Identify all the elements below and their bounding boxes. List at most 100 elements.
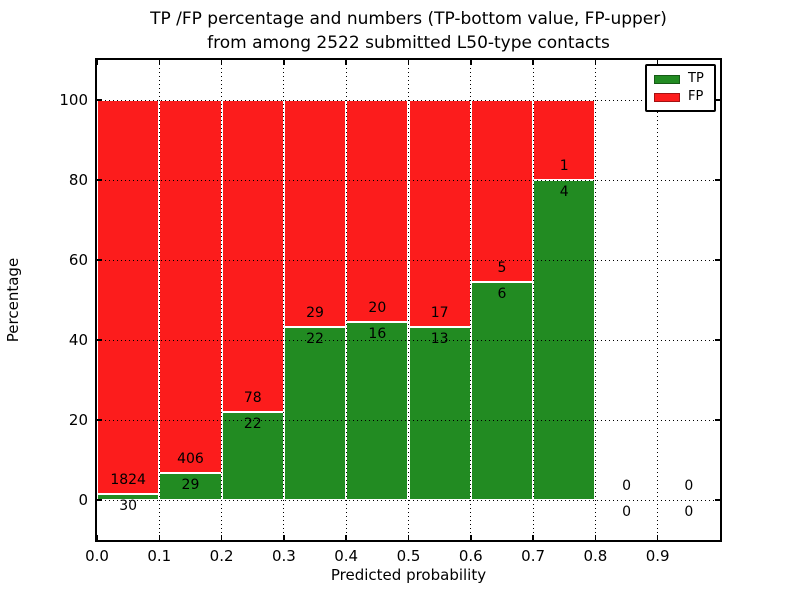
bar-count-label-tp: 22 [243, 416, 262, 432]
gridline-vertical [283, 60, 285, 540]
x-tick-bottom [470, 535, 472, 540]
bar-segment-tp [283, 327, 347, 500]
bar-count-label-fp: 78 [243, 390, 262, 406]
bar-segment-fp [533, 100, 596, 180]
bar-segment-fp [283, 100, 347, 328]
y-tick-left [97, 259, 102, 261]
gridline-vertical [345, 60, 347, 540]
bar-segment-fp [159, 100, 222, 474]
x-tick-bottom [158, 535, 161, 540]
bar-count-label-tp: 6 [497, 285, 507, 302]
bar-segment-tp [159, 473, 222, 500]
bar-segment-fp [346, 100, 409, 323]
legend: TP FP [645, 64, 716, 112]
y-tick-right [715, 99, 720, 101]
x-tick-bottom [345, 535, 347, 540]
x-tick-label: 0.6 [458, 547, 483, 565]
x-tick-label: 0.4 [334, 547, 359, 565]
bar-segment-tp [97, 493, 160, 500]
x-tick-top [345, 60, 347, 65]
x-tick-label: 0.2 [209, 547, 234, 565]
bar-count-label-tp: 16 [368, 326, 387, 343]
y-tick-right [715, 499, 720, 501]
x-tick-bottom [220, 535, 223, 540]
x-tick-label: 0.8 [583, 547, 608, 565]
legend-swatch-tp-icon [654, 74, 680, 84]
y-tick-left [97, 339, 102, 341]
bar-count-label-fp: 20 [368, 300, 387, 317]
bar-count-label-tp: 30 [119, 497, 138, 514]
x-tick-bottom [283, 535, 285, 540]
legend-label-fp: FP [688, 89, 704, 104]
x-tick-bottom [407, 535, 410, 540]
y-tick-left [97, 419, 102, 421]
y-tick-right [715, 339, 720, 341]
x-tick-top [532, 60, 534, 65]
y-tick-right [715, 259, 720, 261]
bar-segment-fp [470, 100, 534, 282]
bar-count-label-fp: 1824 [110, 471, 146, 488]
bar-count-label-fp: 5 [497, 259, 507, 276]
gridline-vertical [657, 60, 659, 540]
y-tick-left [97, 179, 102, 181]
x-tick-top [96, 60, 98, 65]
bar-segment-fp [408, 100, 471, 327]
y-axis-title: Percentage [4, 257, 22, 343]
gridline-horizontal [97, 179, 720, 181]
gridline-vertical [158, 60, 160, 540]
y-tick-label: 100 [59, 91, 88, 109]
bar-segment-tp [408, 326, 471, 500]
x-tick-label: 0.1 [147, 547, 172, 565]
bar-count-label-fp: 406 [177, 451, 204, 468]
bar-segment-tp [346, 322, 409, 500]
gridline-vertical [594, 60, 596, 540]
bar-count-label-fp: 0 [684, 478, 694, 494]
gridline-horizontal [97, 259, 720, 261]
bar-count-label-tp: 4 [559, 184, 569, 200]
bar-count-label-fp: 0 [622, 478, 631, 494]
y-tick-right [715, 179, 720, 181]
legend-item-tp: TP [654, 72, 707, 86]
chart-title-line2: from among 2522 submitted L50-type conta… [207, 33, 610, 53]
x-tick-bottom [96, 535, 98, 540]
gridline-horizontal [97, 419, 720, 421]
x-axis-title: Predicted probability [330, 566, 487, 584]
bar-count-label-fp: 29 [306, 305, 324, 322]
x-tick-label: 0.7 [521, 547, 546, 565]
gridline-vertical [408, 60, 409, 540]
chart-title-line1: TP /FP percentage and numbers (TP-bottom… [150, 9, 667, 29]
gridline-horizontal [97, 499, 720, 501]
x-tick-bottom [656, 535, 659, 540]
gridline-vertical [470, 60, 472, 540]
legend-swatch-fp-icon [654, 92, 680, 102]
bar-segment-tp [470, 281, 534, 500]
x-tick-top [407, 60, 410, 65]
chart-title: TP /FP percentage and numbers (TP-bottom… [97, 7, 720, 55]
bar-count-label-tp: 0 [622, 504, 631, 520]
bar-count-label-fp: 1 [559, 158, 569, 174]
gridline-vertical [221, 60, 223, 540]
bar-segment-fp [97, 100, 160, 494]
bar-segment-fp [221, 100, 284, 412]
x-tick-top [220, 60, 223, 65]
x-tick-top [283, 60, 285, 65]
x-tick-top [158, 60, 161, 65]
bar-count-label-tp: 0 [684, 504, 694, 520]
x-tick-label: 0.9 [645, 547, 670, 565]
x-tick-top [470, 60, 472, 65]
gridline-vertical [532, 60, 534, 540]
plot-area: 1824 30 406 29 78 22 29 22 20 16 17 13 5 6 1 4 0 0 0 0 [96, 60, 720, 540]
y-tick-label: 60 [68, 251, 88, 269]
y-tick-left [97, 499, 102, 501]
y-tick-right [715, 419, 720, 421]
y-tick-label: 20 [68, 411, 88, 429]
gridline-horizontal [97, 99, 720, 101]
y-tick-label: 80 [68, 171, 88, 189]
bar-count-label-fp: 17 [430, 304, 449, 321]
y-tick-left [97, 99, 102, 101]
x-tick-top [656, 60, 659, 65]
bar-count-label-tp: 13 [430, 330, 449, 347]
x-tick-label: 0.3 [271, 547, 296, 565]
y-tick-label: 0 [78, 491, 88, 509]
